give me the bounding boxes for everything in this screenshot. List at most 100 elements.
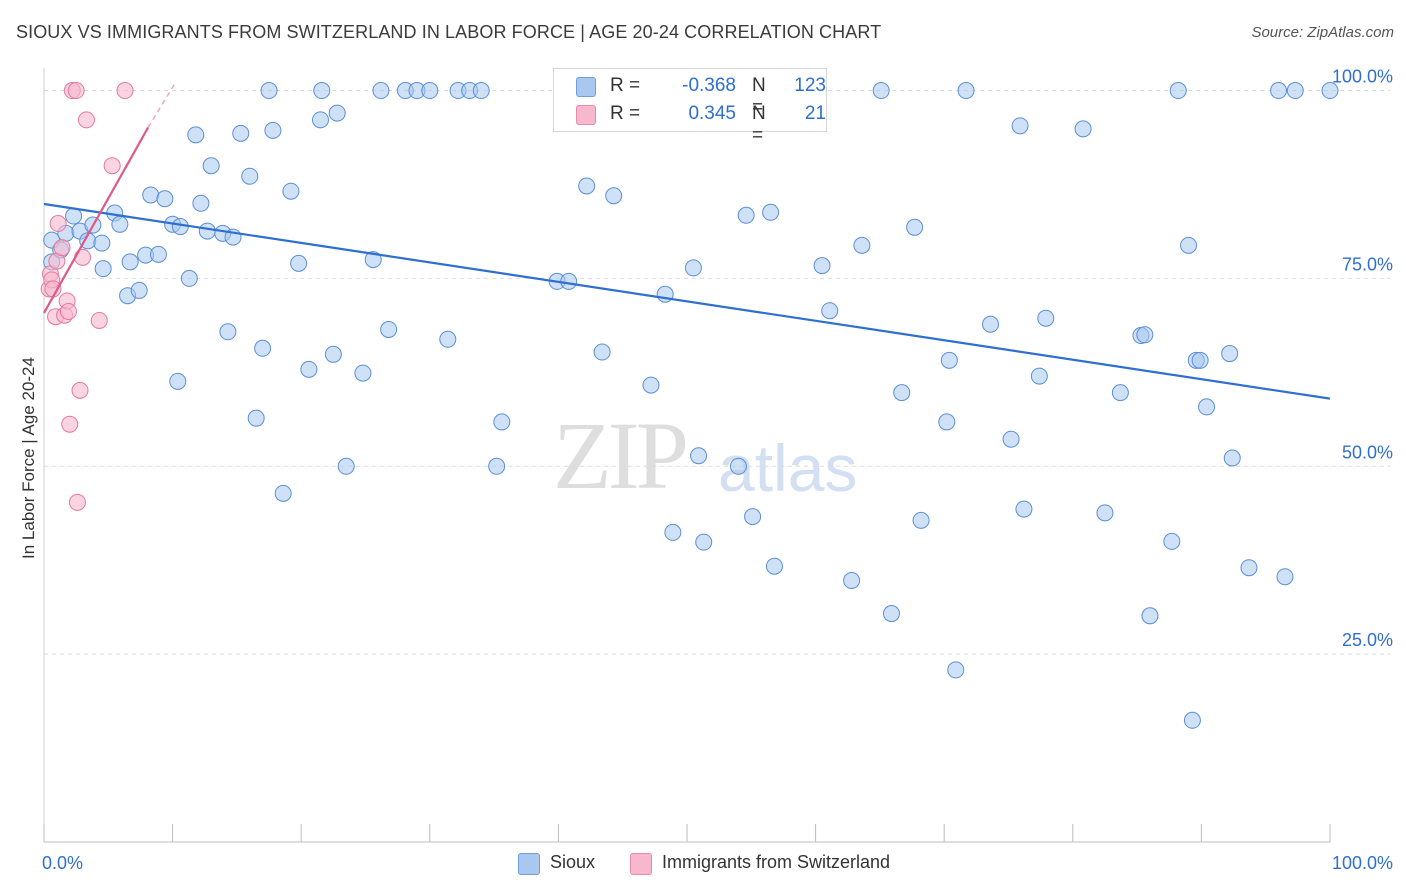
sioux-point xyxy=(737,206,755,224)
sioux-point xyxy=(981,315,999,333)
sioux-point xyxy=(843,571,861,589)
sioux-point xyxy=(274,484,292,502)
sioux-point xyxy=(560,272,578,290)
sioux-point xyxy=(232,124,250,142)
sioux-point xyxy=(488,457,506,475)
legend-n-value: 123 xyxy=(794,75,826,96)
sioux-point xyxy=(192,194,210,212)
x-tick-label: 100.0% xyxy=(1332,853,1393,873)
swiss-point xyxy=(68,493,86,511)
legend-r-label: R = xyxy=(610,103,641,124)
source-credit: Source: ZipAtlas.com xyxy=(1251,24,1394,41)
x-tick-label: 0.0% xyxy=(42,853,83,873)
sioux-point xyxy=(1030,367,1048,385)
sioux-point xyxy=(912,511,930,529)
sioux-point xyxy=(1141,607,1159,625)
sioux-point xyxy=(938,413,956,431)
sioux-point xyxy=(493,413,511,431)
sioux-point xyxy=(1183,711,1201,729)
sioux-point xyxy=(821,302,839,320)
sioux-point xyxy=(260,82,278,100)
sioux-point xyxy=(1169,82,1187,100)
sioux-point xyxy=(762,203,780,221)
sioux-point xyxy=(906,218,924,236)
sioux-point xyxy=(187,126,205,144)
swiss-point xyxy=(103,157,121,175)
legend-swatch-sioux xyxy=(576,77,596,97)
sioux-trend-line xyxy=(43,202,1331,400)
sioux-point xyxy=(605,187,623,205)
sioux-points xyxy=(43,82,1339,729)
y-tick-label: 50.0% xyxy=(1342,442,1393,462)
sioux-point xyxy=(690,447,708,465)
swiss-point xyxy=(74,248,92,266)
sioux-point xyxy=(1180,236,1198,254)
sioux-point xyxy=(664,523,682,541)
sioux-point xyxy=(1198,398,1216,416)
watermark-zip: ZIP xyxy=(553,402,689,509)
sioux-point xyxy=(202,157,220,175)
legend-n-label: N = xyxy=(752,103,766,146)
sioux-point xyxy=(957,82,975,100)
swiss-point xyxy=(77,111,95,129)
sioux-point xyxy=(1096,504,1114,522)
sioux-point xyxy=(1111,384,1129,402)
legend-label-swiss: Immigrants from Switzerland xyxy=(662,852,891,872)
sioux-point xyxy=(893,384,911,402)
sioux-point xyxy=(111,215,129,233)
sioux-point xyxy=(813,257,831,275)
sioux-point xyxy=(1074,120,1092,138)
sioux-point xyxy=(121,253,139,271)
sioux-point xyxy=(940,351,958,369)
sioux-point xyxy=(439,330,457,348)
sioux-point xyxy=(380,321,398,339)
sioux-point xyxy=(149,245,167,263)
sioux-point xyxy=(180,269,198,287)
sioux-point xyxy=(247,409,265,427)
sioux-point xyxy=(1270,82,1288,100)
sioux-point xyxy=(94,260,112,278)
stats-legend: R = -0.368 N = 123 R = 0.345 N = 21 xyxy=(553,68,827,146)
sioux-point xyxy=(1286,82,1304,100)
legend-n-label: N = xyxy=(752,75,766,118)
sioux-point xyxy=(130,281,148,299)
sioux-point xyxy=(324,345,342,363)
legend-r-label: R = xyxy=(610,75,641,96)
swiss-point xyxy=(67,82,85,100)
sioux-point xyxy=(1136,326,1154,344)
sioux-point xyxy=(93,234,111,252)
sioux-point xyxy=(1037,309,1055,327)
sioux-point xyxy=(593,343,611,361)
sioux-point xyxy=(578,177,596,195)
sioux-point xyxy=(853,236,871,254)
chart-title: SIOUX VS IMMIGRANTS FROM SWITZERLAND IN … xyxy=(16,22,882,42)
swiss-point xyxy=(49,215,67,233)
sioux-point xyxy=(254,339,272,357)
sioux-point xyxy=(1223,449,1241,467)
trend-lines xyxy=(43,82,1331,400)
y-tick-label: 25.0% xyxy=(1342,630,1393,650)
sioux-point xyxy=(156,190,174,208)
swiss-point xyxy=(53,239,71,257)
sioux-point xyxy=(290,254,308,272)
sioux-point xyxy=(311,111,329,129)
sioux-point xyxy=(364,251,382,269)
sioux-point xyxy=(241,167,259,185)
sioux-point xyxy=(421,82,439,100)
sioux-point xyxy=(1240,559,1258,577)
sioux-point xyxy=(198,222,216,240)
swiss-point xyxy=(59,302,77,320)
sioux-point xyxy=(472,82,490,100)
swiss-point xyxy=(90,311,108,329)
sioux-point xyxy=(313,82,331,100)
legend-label-sioux: Sioux xyxy=(550,852,596,872)
sioux-point xyxy=(882,605,900,623)
legend-r-value: 0.345 xyxy=(688,103,736,124)
sioux-point xyxy=(1015,500,1033,518)
sioux-point xyxy=(947,661,965,679)
sioux-point xyxy=(1011,117,1029,135)
sioux-point xyxy=(872,82,890,100)
y-axis-label: In Labor Force | Age 20-24 xyxy=(19,357,38,559)
sioux-point xyxy=(1276,568,1294,586)
